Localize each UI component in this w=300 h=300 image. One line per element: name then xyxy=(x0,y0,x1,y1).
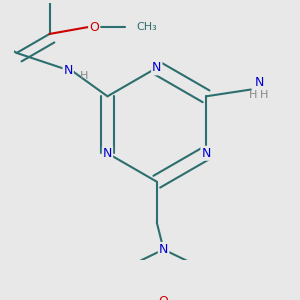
Text: O: O xyxy=(89,21,99,34)
Text: N: N xyxy=(254,76,264,89)
Text: N: N xyxy=(201,147,211,160)
Text: H: H xyxy=(249,90,258,100)
Text: CH₃: CH₃ xyxy=(136,22,157,32)
Text: H: H xyxy=(80,71,88,81)
Text: N: N xyxy=(152,61,161,74)
Text: N: N xyxy=(159,243,168,256)
Text: O: O xyxy=(159,295,169,300)
Text: H: H xyxy=(260,90,269,100)
Text: N: N xyxy=(103,147,112,160)
Text: N: N xyxy=(159,243,168,256)
Text: N: N xyxy=(64,64,73,77)
